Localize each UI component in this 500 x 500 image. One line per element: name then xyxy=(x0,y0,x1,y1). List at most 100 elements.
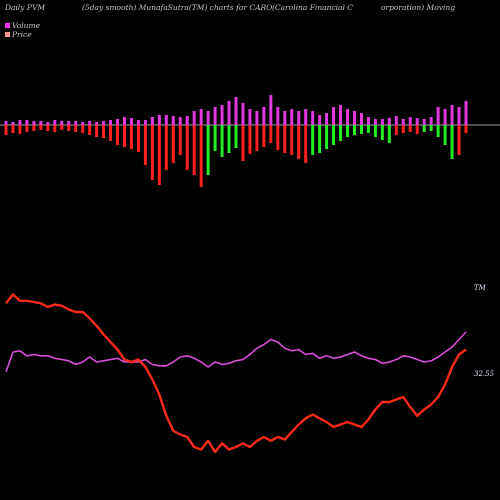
volume-bar-down xyxy=(32,125,36,131)
volume-bar-up xyxy=(443,109,447,125)
volume-bar-up xyxy=(46,122,50,125)
volume-bar-up xyxy=(60,121,64,125)
legend-swatch-price xyxy=(5,32,10,37)
volume-bar-down xyxy=(339,125,343,141)
volume-bar-up xyxy=(164,115,168,125)
legend-swatch-volume xyxy=(5,23,10,28)
volume-bar-up xyxy=(136,120,140,125)
volume-bar-down xyxy=(352,125,356,135)
volume-bar-down xyxy=(283,125,287,153)
volume-bar-down xyxy=(39,125,43,130)
volume-bar-down xyxy=(227,125,231,153)
volume-bar-up xyxy=(380,119,384,125)
volume-bar-down xyxy=(311,125,315,155)
volume-bar-down xyxy=(387,125,391,143)
volume-bar-up xyxy=(394,116,398,125)
volume-bar-down xyxy=(199,125,203,187)
volume-bar-up xyxy=(227,101,231,125)
volume-bar-up xyxy=(304,109,308,125)
volume-bar-down xyxy=(450,125,454,159)
volume-bar-down xyxy=(4,125,8,135)
volume-bar-up xyxy=(129,118,133,125)
volume-bar-up xyxy=(116,119,120,125)
volume-bar-down xyxy=(109,125,113,141)
legend-volume-label: Volume xyxy=(12,21,41,30)
price-last-label: 32.55 xyxy=(474,370,495,378)
volume-bar-up xyxy=(102,121,106,125)
volume-bar-up xyxy=(422,119,426,125)
volume-bar-down xyxy=(150,125,154,180)
volume-bar-down xyxy=(234,125,238,148)
volume-bar-down xyxy=(102,125,106,138)
volume-bar-down xyxy=(297,125,301,159)
volume-bar-down xyxy=(290,125,294,155)
volume-bar-up xyxy=(150,117,154,125)
header-company-a: (Carolina Financial C xyxy=(272,3,354,12)
volume-bar-up xyxy=(318,115,322,125)
volume-bar-up xyxy=(74,121,78,125)
volume-bar-up xyxy=(178,117,182,125)
volume-bar-up xyxy=(311,111,315,125)
volume-bar-up xyxy=(220,105,224,125)
volume-bar-down xyxy=(25,125,29,132)
volume-bar-down xyxy=(11,125,15,133)
volume-bar-up xyxy=(171,116,175,125)
volume-bar-up xyxy=(32,121,36,125)
volume-bar-down xyxy=(408,125,412,132)
volume-bar-down xyxy=(95,125,99,137)
volume-bar-up xyxy=(436,107,440,125)
volume-bar-down xyxy=(171,125,175,163)
volume-bar-down xyxy=(429,125,433,131)
volume-bar-up xyxy=(401,119,405,125)
volume-bar-down xyxy=(457,125,461,155)
volume-bar-up xyxy=(4,121,8,125)
volume-bar-down xyxy=(206,125,210,175)
volume-bar-down xyxy=(192,125,196,175)
volume-bar-down xyxy=(443,125,447,145)
volume-bar-down xyxy=(67,125,71,131)
volume-bar-down xyxy=(53,125,57,132)
volume-bar-down xyxy=(74,125,78,132)
volume-bar-down xyxy=(220,125,224,157)
volume-bar-up xyxy=(255,111,259,125)
volume-bar-up xyxy=(122,117,126,125)
volume-bar-up xyxy=(290,109,294,125)
volume-bar-up xyxy=(248,109,252,125)
volume-bar-up xyxy=(408,117,412,125)
volume-bar-up xyxy=(11,122,15,125)
line-label-tm: TM xyxy=(474,284,487,292)
volume-bar-up xyxy=(457,107,461,125)
volume-bar-up xyxy=(199,109,203,125)
volume-bar-down xyxy=(248,125,252,154)
volume-bar-down xyxy=(143,125,147,165)
volume-bar-up xyxy=(283,111,287,125)
volume-bar-up xyxy=(18,120,22,125)
volume-bar-down xyxy=(436,125,440,137)
volume-bar-down xyxy=(18,125,22,134)
volume-bar-down xyxy=(318,125,322,153)
volume-bar-down xyxy=(185,125,189,170)
volume-bar-up xyxy=(39,121,43,125)
volume-bar-down xyxy=(304,125,308,163)
volume-bar-up xyxy=(192,111,196,125)
header-company-b: orporation) Moving xyxy=(381,3,456,12)
volume-bar-down xyxy=(346,125,350,137)
price-line xyxy=(5,293,467,454)
volume-bar-up xyxy=(213,107,217,125)
volume-bar-up xyxy=(262,107,266,125)
volume-bar-up xyxy=(339,105,343,125)
volume-bar-down xyxy=(213,125,217,151)
volume-bar-up xyxy=(25,120,29,125)
volume-bar-up xyxy=(269,95,273,125)
volume-bar-down xyxy=(366,125,370,133)
volume-bar-up xyxy=(276,107,280,125)
volume-bar-down xyxy=(60,125,64,130)
volume-bar-up xyxy=(346,109,350,125)
volume-bar-down xyxy=(88,125,92,135)
volume-bar-up xyxy=(67,121,71,125)
volume-bar-up xyxy=(325,113,329,125)
volume-bar-down xyxy=(276,125,280,150)
volume-bar-down xyxy=(359,125,363,134)
volume-bar-down xyxy=(422,125,426,132)
